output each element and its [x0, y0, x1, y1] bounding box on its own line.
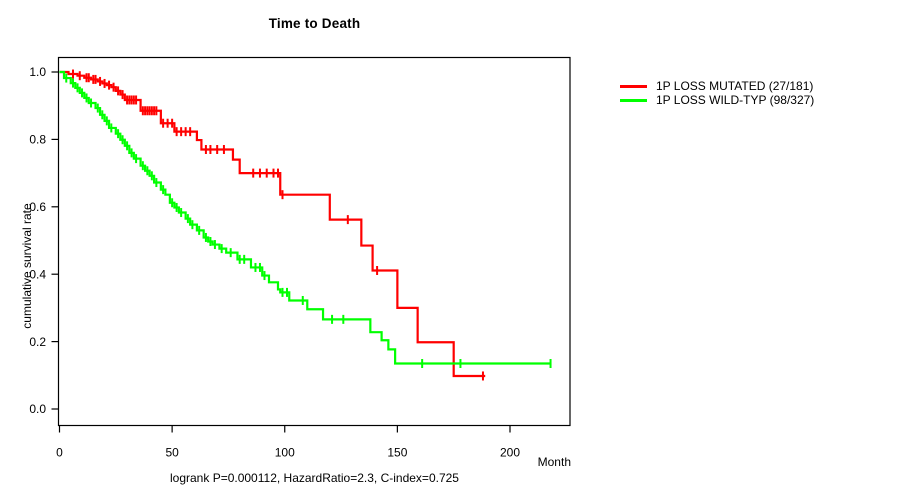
- x-tick-label: 200: [500, 446, 520, 460]
- x-tick-label: 100: [275, 446, 295, 460]
- y-tick-label: 0.4: [29, 267, 46, 281]
- y-axis-title: cumulative survival rate: [20, 203, 34, 329]
- y-tick-label: 0.6: [29, 200, 46, 214]
- survival-curve-wildtype: [59, 70, 551, 365]
- x-tick-label: 0: [56, 446, 63, 460]
- legend-label-mutated: 1P LOSS MUTATED (27/181): [656, 79, 814, 93]
- legend-item-wildtype: 1P LOSS WILD-TYP (98/327): [620, 93, 814, 107]
- x-axis: 0 50 100 150 200: [56, 425, 520, 460]
- legend-label-wildtype: 1P LOSS WILD-TYP (98/327): [656, 93, 815, 107]
- plot-box: [57, 56, 571, 427]
- survival-curve-mutated: [59, 70, 486, 378]
- legend-item-mutated: 1P LOSS MUTATED (27/181): [620, 79, 814, 93]
- y-tick-label: 0.0: [29, 402, 46, 416]
- y-axis: 0.0 0.2 0.4 0.6 0.8 1.0: [29, 65, 59, 416]
- legend: 1P LOSS MUTATED (27/181) 1P LOSS WILD-TY…: [620, 79, 814, 107]
- stats-caption: logrank P=0.000112, HazardRatio=2.3, C-i…: [170, 471, 459, 485]
- legend-line-mutated-icon: [620, 84, 647, 88]
- series-mutated: [59, 69, 486, 381]
- censor-ticks-mutated: [72, 69, 484, 381]
- series-wildtype: [59, 70, 552, 369]
- y-tick-label: 0.2: [29, 335, 46, 349]
- y-tick-label: 0.8: [29, 133, 46, 147]
- legend-line-wildtype-icon: [620, 98, 647, 102]
- censor-ticks-wildtype: [65, 73, 552, 369]
- chart-title: Time to Death: [268, 16, 361, 31]
- x-axis-unit-label: Month: [537, 455, 571, 469]
- x-tick-label: 150: [387, 446, 407, 460]
- y-tick-label: 1.0: [29, 65, 46, 79]
- x-tick-label: 50: [165, 446, 179, 460]
